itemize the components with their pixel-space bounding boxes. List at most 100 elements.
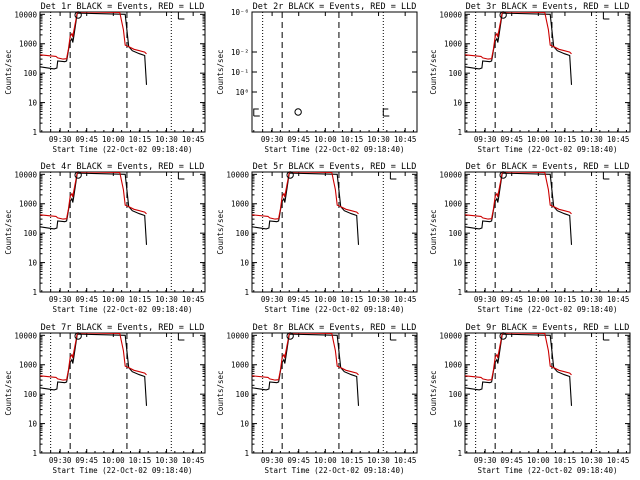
x-tick-label: 10:30: [367, 456, 390, 465]
y-tick-label: 100: [448, 229, 462, 238]
x-tick-label: 10:15: [554, 295, 577, 304]
x-tick-label: 10:00: [314, 135, 337, 144]
y-tick-label: 10: [28, 99, 38, 108]
panel-5: Det 5r BLACK = Events, RED = LLD 09:30 09:…: [216, 162, 418, 314]
x-tick-label: 09:30: [474, 135, 497, 144]
panel-1: Det 1r BLACK = Events, RED = LLD 09:30 09:…: [4, 2, 206, 154]
x-tick-label: 09:45: [75, 456, 98, 465]
y-tick-label: 1000: [19, 361, 38, 370]
x-tick-label: 10:15: [129, 456, 152, 465]
x-tick-label: 10:15: [554, 135, 577, 144]
panel-7: Det 7r BLACK = Events, RED = LLD 09:30 09:…: [4, 323, 206, 475]
y-tick-label: 10: [240, 420, 250, 429]
x-tick-label: 10:30: [155, 295, 178, 304]
x-tick-label: 09:45: [500, 456, 523, 465]
series-line-lld: [40, 172, 147, 220]
x-tick-label: 10:30: [155, 135, 178, 144]
x-tick-label: 10:30: [155, 456, 178, 465]
x-axis-label: Start Time (22-Oct-02 09:18:40): [265, 145, 405, 154]
x-tick-label: 10:00: [314, 456, 337, 465]
x-tick-label: 09:45: [75, 135, 98, 144]
series-line-events: [40, 333, 148, 406]
x-tick-label: 10:15: [341, 295, 364, 304]
y-tick-label: 100: [23, 69, 37, 78]
series-line-events: [40, 12, 148, 85]
x-tick-label: 10:15: [129, 295, 152, 304]
x-tick-label: 10:00: [102, 456, 125, 465]
x-tick-label: 10:15: [129, 135, 152, 144]
event-bracket-marker: [177, 332, 185, 341]
y-tick-label: 10: [240, 259, 250, 268]
y-tick-label: 1: [32, 288, 37, 297]
x-axis-label: Start Time (22-Oct-02 09:18:40): [53, 145, 193, 154]
event-circle-marker: [74, 171, 82, 179]
panel-9: Det 9r BLACK = Events, RED = LLD 09:30 09:…: [429, 323, 631, 475]
x-tick-label: 10:30: [367, 295, 390, 304]
x-tick-label: 10:45: [394, 295, 417, 304]
y-tick-label: 1: [457, 128, 462, 137]
y-tick-label: 100: [235, 390, 249, 399]
event-bracket-marker: [177, 171, 185, 180]
x-axis-label: Start Time (22-Oct-02 09:18:40): [53, 305, 193, 314]
plot-frame: [251, 11, 418, 133]
event-bracket-marker: [602, 11, 610, 20]
x-tick-label: 10:45: [607, 295, 630, 304]
x-tick-label: 10:00: [102, 295, 125, 304]
x-axis-label: Start Time (22-Oct-02 09:18:40): [53, 466, 193, 475]
event-bracket-marker: [602, 332, 610, 341]
x-tick-label: 10:45: [394, 135, 417, 144]
y-axis-label: Counts/sec: [4, 370, 13, 415]
x-tick-label: 09:30: [49, 135, 72, 144]
y-tick-label: 10⁻²: [231, 48, 249, 57]
x-tick-label: 09:45: [287, 295, 310, 304]
y-tick-label: 100: [23, 390, 37, 399]
x-tick-label: 09:45: [287, 135, 310, 144]
y-tick-label: 1: [32, 449, 37, 458]
event-circle-marker: [286, 171, 294, 179]
series-line-events: [465, 333, 573, 406]
x-axis-label: Start Time (22-Oct-02 09:18:40): [265, 305, 405, 314]
event-circle-marker: [294, 108, 302, 116]
x-tick-label: 10:45: [182, 456, 205, 465]
event-bracket-marker: [253, 108, 260, 117]
series-line-events: [465, 12, 573, 85]
x-tick-label: 10:15: [341, 456, 364, 465]
y-tick-label: 10⁻⁶: [231, 8, 249, 17]
series-line-events: [465, 172, 573, 245]
event-circle-marker: [286, 332, 294, 340]
y-axis-label: Counts/sec: [429, 49, 438, 94]
y-tick-label: 10000: [439, 331, 462, 340]
x-tick-label: 10:45: [607, 135, 630, 144]
x-axis-label: Start Time (22-Oct-02 09:18:40): [265, 466, 405, 475]
x-tick-label: 09:30: [261, 135, 284, 144]
y-axis-label: Counts/sec: [4, 209, 13, 254]
event-circle-marker: [74, 11, 82, 19]
x-axis-label: Start Time (22-Oct-02 09:18:40): [478, 466, 618, 475]
y-tick-label: 1: [457, 449, 462, 458]
panel-2: Det 2r BLACK = Events, RED = LLD 09:30 09:…: [216, 2, 418, 154]
x-axis-label: Start Time (22-Oct-02 09:18:40): [478, 145, 618, 154]
x-tick-label: 09:45: [500, 295, 523, 304]
y-tick-label: 100: [448, 390, 462, 399]
event-circle-marker: [499, 11, 507, 19]
panel-title: Det 4r BLACK = Events, RED = LLD: [41, 162, 205, 172]
series-line-events: [252, 333, 360, 406]
event-bracket-marker: [389, 171, 397, 180]
series-line-events: [252, 172, 360, 245]
y-tick-label: 1000: [19, 40, 38, 49]
panel-title: Det 5r BLACK = Events, RED = LLD: [253, 162, 417, 172]
y-tick-label: 1: [244, 288, 249, 297]
plot-frame: [464, 332, 631, 454]
series-line-lld: [40, 333, 147, 381]
panel-title: Det 6r BLACK = Events, RED = LLD: [466, 162, 630, 172]
y-axis-label: Counts/sec: [216, 209, 225, 254]
series-line-lld: [40, 12, 147, 60]
y-tick-label: 10000: [14, 331, 37, 340]
y-tick-label: 10: [28, 420, 38, 429]
y-tick-label: 1: [32, 128, 37, 137]
x-tick-label: 09:30: [474, 456, 497, 465]
event-circle-marker: [74, 332, 82, 340]
y-tick-label: 10: [453, 420, 463, 429]
y-tick-label: 10000: [226, 331, 249, 340]
